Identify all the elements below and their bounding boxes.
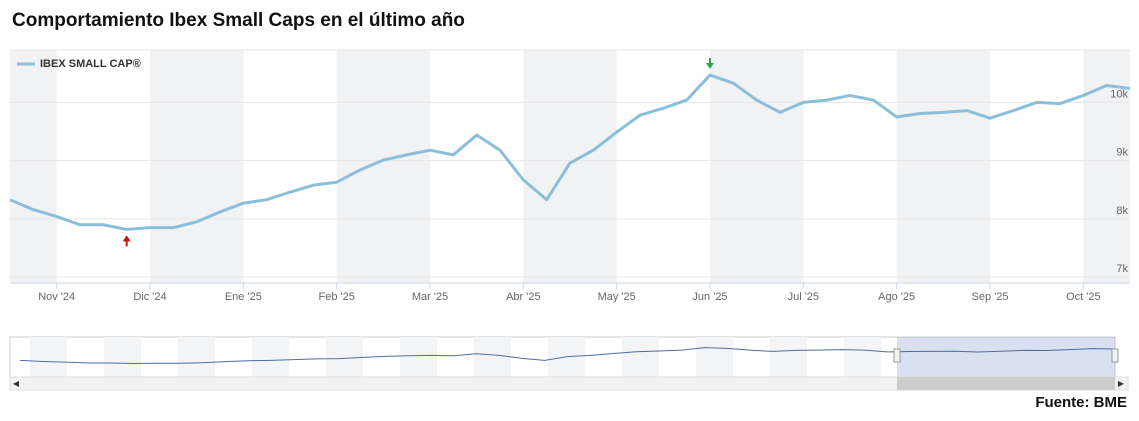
scroll-right: ▶ xyxy=(1118,379,1125,388)
x-tick-label: Mar '25 xyxy=(412,291,448,303)
band xyxy=(10,50,57,283)
navigator-band xyxy=(400,337,437,377)
x-tick-label: Oct '25 xyxy=(1066,291,1101,303)
navigator-band xyxy=(104,337,141,377)
navigator-band xyxy=(326,337,363,377)
navigator-band xyxy=(30,337,67,377)
navigator-band xyxy=(696,337,733,377)
x-tick-label: Nov '24 xyxy=(38,291,75,303)
navigator-band xyxy=(622,337,659,377)
y-tick-label: 10k xyxy=(1110,88,1128,100)
series-line xyxy=(9,73,1131,231)
x-tick-label: Ene '25 xyxy=(225,291,262,303)
navigator-handle xyxy=(1111,348,1119,363)
navigator-band xyxy=(474,337,511,377)
x-tick-label: Feb '25 xyxy=(318,291,354,303)
x-tick-label: Ago '25 xyxy=(878,291,915,303)
x-tick-label: Abr '25 xyxy=(506,291,541,303)
max-marker xyxy=(706,58,714,70)
x-tick-label: Sep '25 xyxy=(972,291,1009,303)
scroll-left: ◀ xyxy=(13,379,20,388)
x-tick-label: Jul '25 xyxy=(788,291,819,303)
y-tick-label: 9k xyxy=(1116,147,1128,159)
min-marker xyxy=(122,235,131,247)
band xyxy=(150,50,244,283)
y-tick-label: 8k xyxy=(1116,205,1128,217)
chart-title: Comportamiento Ibex Small Caps en el últ… xyxy=(12,10,465,31)
navigator-mask xyxy=(897,337,1115,377)
bands xyxy=(10,50,1130,283)
scrollbar-thumb xyxy=(897,377,1115,390)
x-tick-label: Jun '25 xyxy=(692,291,727,303)
source: Fuente: BME xyxy=(1035,394,1127,411)
band xyxy=(896,50,990,283)
x-tick-label: Dic '24 xyxy=(133,291,166,303)
y-tick-label: 7k xyxy=(1116,263,1128,275)
navigator-band xyxy=(844,337,881,377)
scrollbar-track xyxy=(9,376,1129,391)
band xyxy=(336,50,430,283)
navigator-handle xyxy=(893,348,901,363)
band xyxy=(523,50,617,283)
navigator-band xyxy=(178,337,215,377)
legend-label: IBEX SMALL CAP® xyxy=(40,58,141,70)
navigator-line xyxy=(19,347,1116,364)
x-tick-label: May '25 xyxy=(598,291,636,303)
band xyxy=(710,50,804,283)
navigator-band xyxy=(770,337,807,377)
navigator-band xyxy=(252,337,289,377)
